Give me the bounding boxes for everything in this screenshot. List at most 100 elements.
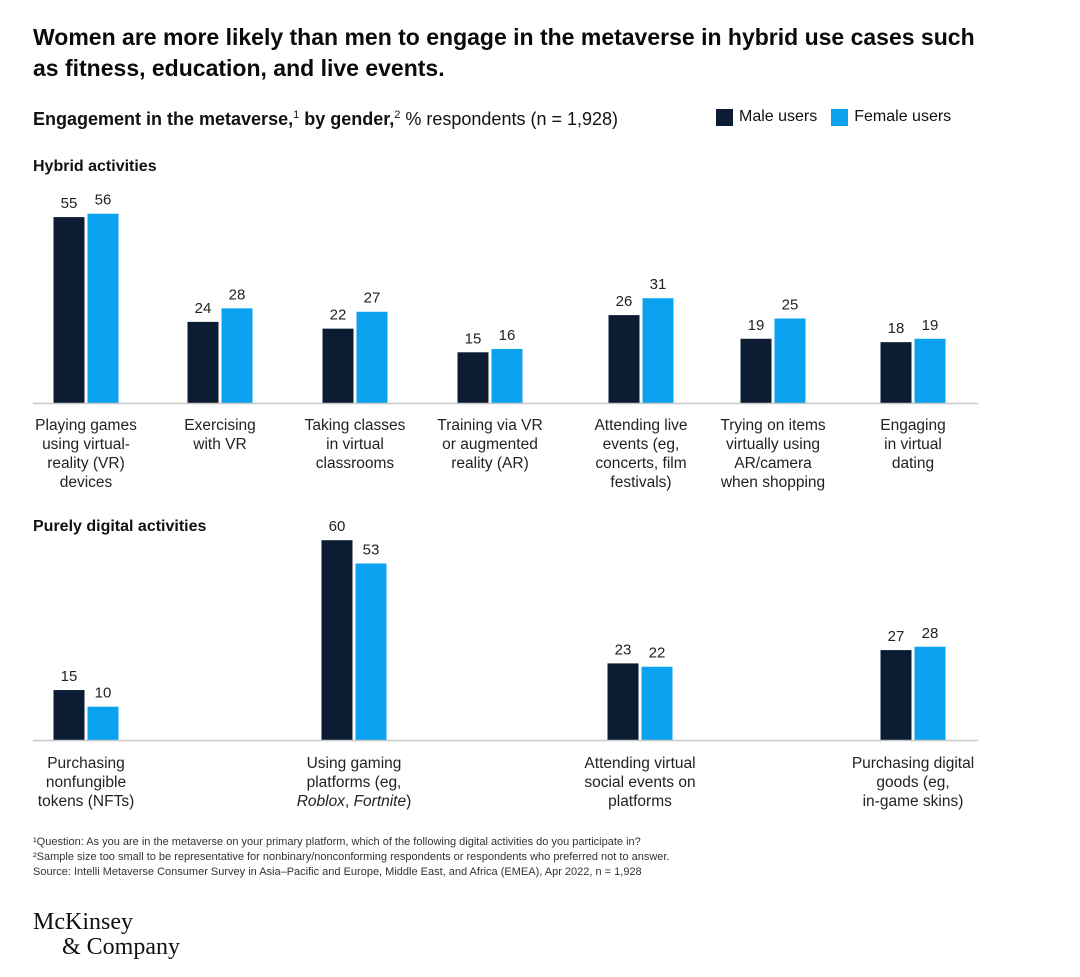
data-label-male-1-5: 26 — [616, 293, 633, 310]
category-label-text: tokens (NFTs) — [38, 793, 134, 810]
legend-label-male: Male users — [739, 108, 818, 125]
category-label-line: with VR — [192, 436, 246, 453]
legend-item-male: Male users — [716, 108, 817, 126]
category-label-text: reality (AR) — [451, 455, 529, 472]
category-label-text: Playing games — [35, 417, 137, 434]
category-label-line: concerts, film — [595, 455, 686, 472]
legend-swatch-male — [716, 108, 733, 126]
category-label-line: AR/camera — [734, 455, 812, 472]
footnotes: ¹Question: As you are in the metaverse o… — [33, 835, 670, 880]
data-label-male-1-1: 55 — [61, 195, 78, 212]
subtitle-rest: % respondents (n = 1,928) — [400, 109, 619, 129]
data-label-female-1-6: 25 — [782, 297, 799, 314]
category-label-text: Trying on items — [720, 417, 826, 434]
data-label-female-2-3: 22 — [649, 645, 666, 662]
category-label-line: social events on — [584, 774, 695, 791]
category-label-2-1: Purchasing nonfungible tokens (NFTs) — [38, 755, 134, 810]
category-label-line: Trying on items — [720, 417, 826, 434]
category-label-2-3: Attending virtual social events on platfor… — [584, 755, 695, 810]
subtitle-bold-b: by gender, — [299, 109, 395, 129]
category-label-line: tokens (NFTs) — [38, 793, 134, 810]
category-label-text: Training via VR — [437, 417, 542, 434]
section-label-hybrid: Hybrid activities — [33, 158, 157, 175]
data-label-male-2-2: 60 — [329, 518, 346, 535]
mckinsey-logo: McKinsey & Company — [33, 910, 180, 960]
category-label-line: Exercising — [184, 417, 256, 434]
footnote-source: Source: Intelli Metaverse Consumer Surve… — [33, 866, 642, 878]
category-label-line: goods (eg, — [876, 774, 949, 791]
data-label-male-1-4: 15 — [465, 330, 482, 347]
category-label-text: in virtual — [326, 436, 384, 453]
data-label-female-2-2: 53 — [363, 542, 380, 559]
category-label-text: social events on — [584, 774, 695, 791]
category-label-line: Playing games — [35, 417, 137, 434]
category-label-1-1: Playing games using virtual-reality (VR) d… — [35, 417, 137, 491]
category-label-text: Roblox — [297, 793, 346, 810]
category-label-text: dating — [892, 455, 934, 472]
bar-male-2-2 — [321, 540, 353, 740]
data-label-male-2-1: 15 — [61, 668, 78, 685]
bar-male-2-1 — [53, 690, 85, 740]
category-label-text: concerts, film — [595, 455, 686, 472]
category-label-text: with VR — [192, 436, 246, 453]
data-label-male-1-7: 18 — [888, 320, 905, 337]
bar-female-2-2 — [355, 563, 387, 740]
category-label-line: in virtual — [884, 436, 942, 453]
category-label-text: platforms (eg, — [307, 774, 402, 791]
data-label-male-2-3: 23 — [615, 641, 632, 658]
category-label-line: Purchasing digital — [852, 755, 974, 772]
category-label-text: goods (eg, — [876, 774, 949, 791]
category-label-line: platforms — [608, 793, 672, 810]
category-label-line: Taking classes — [305, 417, 406, 434]
category-label-1-5: Attending live events (eg, concerts, film f… — [594, 417, 687, 491]
bar-male-2-3 — [607, 663, 639, 740]
bar-male-1-3 — [322, 328, 354, 403]
category-label-1-6: Trying on items virtually using AR/camera w… — [720, 417, 826, 491]
category-label-text: Attending live — [594, 417, 687, 434]
category-label-line: virtually using — [726, 436, 820, 453]
bar-female-1-7 — [914, 338, 946, 403]
category-label-text: festivals) — [610, 474, 671, 491]
category-label-text: ) — [406, 793, 411, 810]
category-label-text: devices — [60, 474, 113, 491]
category-label-text: using virtual- — [42, 436, 130, 453]
category-label-line: platforms (eg, — [307, 774, 402, 791]
subtitle-bold-a: Engagement in the metaverse, — [33, 109, 294, 129]
footnote-ref-2: 2 — [394, 109, 401, 121]
category-label-text: platforms — [608, 793, 672, 810]
data-label-female-2-4: 28 — [922, 625, 939, 642]
bar-male-1-6 — [740, 338, 772, 403]
chart-title: Women are more likely than men to engage… — [33, 24, 975, 81]
category-label-text: Purchasing — [47, 755, 125, 772]
category-label-text: Taking classes — [305, 417, 406, 434]
category-label-text: nonfungible — [46, 774, 126, 791]
category-label-2-2: Using gaming platforms (eg, Roblox, Fortni… — [297, 755, 412, 810]
bar-female-1-2 — [221, 308, 253, 403]
category-label-text: AR/camera — [734, 455, 812, 472]
bar-female-2-3 — [641, 666, 673, 740]
category-label-text: Fortnite — [354, 793, 407, 810]
bar-female-1-3 — [356, 311, 388, 403]
bar-female-1-4 — [491, 348, 523, 403]
logo-line-1: McKinsey — [33, 909, 133, 935]
category-label-text: in virtual — [884, 436, 942, 453]
category-label-text: Using gaming — [307, 755, 402, 772]
category-label-line: or augmented — [442, 436, 538, 453]
category-label-text: Attending virtual — [584, 755, 695, 772]
category-label-text: classrooms — [316, 455, 395, 472]
category-label-1-3: Taking classes in virtual classrooms — [305, 417, 406, 472]
bar-female-2-1 — [87, 706, 119, 740]
category-label-line: festivals) — [610, 474, 671, 491]
bar-female-1-6 — [774, 318, 806, 403]
section-label-digital: Purely digital activities — [33, 518, 207, 535]
category-label-line: reality (AR) — [451, 455, 529, 472]
category-label-text: , — [345, 793, 354, 810]
category-label-line: Roblox, Fortnite) — [297, 793, 412, 810]
bar-male-1-2 — [187, 321, 219, 403]
data-label-female-1-1: 56 — [95, 192, 112, 209]
category-label-line: Attending live — [594, 417, 687, 434]
category-label-1-7: Engaging in virtual dating — [880, 417, 946, 472]
category-label-line: Engaging — [880, 417, 946, 434]
bar-male-2-4 — [880, 650, 912, 740]
chart-panel-1: 55 56 Playing games using virtual-reality (… — [33, 192, 978, 491]
